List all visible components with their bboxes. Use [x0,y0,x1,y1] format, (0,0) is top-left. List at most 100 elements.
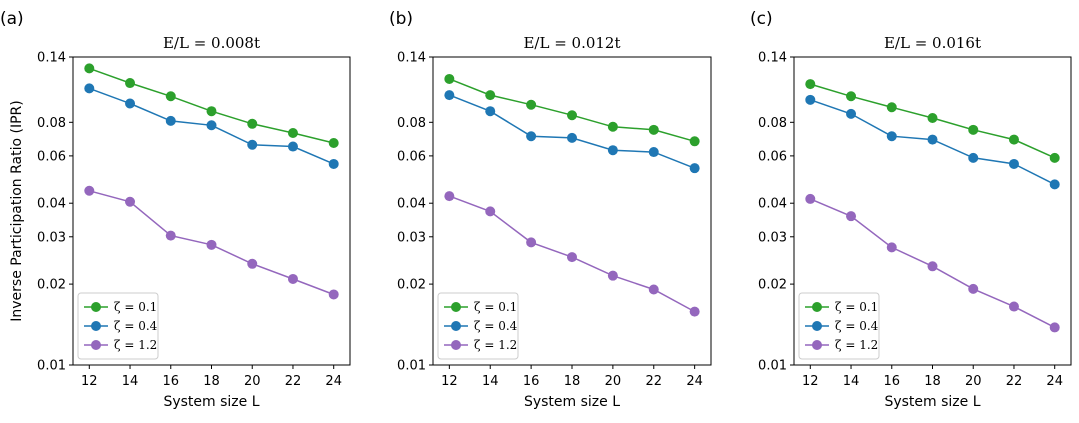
x-tick-label: 24 [325,374,342,389]
legend: ζ = 0.1 ζ = 0.4 ζ = 1.2 [798,292,880,360]
legend-marker [451,302,461,312]
x-axis-label: System size L [524,394,620,410]
legend-marker [812,321,822,331]
data-point [927,134,938,145]
x-tick-label: 16 [523,374,540,389]
y-tick-label: 0.04 [37,197,66,212]
data-point [805,79,816,90]
x-tick-label: 18 [203,374,220,389]
x-tick-label: 22 [285,374,302,389]
x-tick-label: 20 [965,374,982,389]
data-point [648,147,659,158]
data-point [567,252,577,263]
legend-marker [451,340,461,350]
data-point [485,90,496,101]
data-point [805,94,816,105]
x-tick-label: 22 [1006,374,1023,389]
data-point [968,283,979,294]
data-point [1049,152,1060,163]
data-point [886,131,897,142]
data-point [1008,134,1019,145]
data-point [1049,179,1060,190]
y-tick-label: 0.06 [758,149,787,164]
data-point [689,163,700,174]
x-tick-label: 14 [482,374,499,389]
y-tick-label: 0.04 [758,197,787,212]
data-point [689,306,700,317]
panel-letter: (a) [0,9,24,29]
panel-title: E/L = 0.012t [523,34,620,52]
data-point [125,78,136,89]
x-tick-label: 12 [81,374,98,389]
x-tick-label: 14 [122,374,139,389]
x-tick-label: 18 [924,374,941,389]
legend-label: ζ = 0.1 [474,300,517,314]
data-point [607,145,618,156]
data-point [968,152,979,163]
data-point [247,118,258,129]
x-axis-label: System size L [884,394,980,410]
data-point [165,91,176,102]
legend-label: ζ = 1.2 [114,338,157,352]
data-point [84,63,95,74]
data-point [846,91,857,102]
data-point [567,110,577,121]
y-tick-label: 0.04 [397,197,426,212]
legend-label: ζ = 0.4 [835,319,879,333]
data-point [846,108,857,119]
legend-marker [91,340,101,350]
y-tick-label: 0.08 [397,116,426,131]
panel-title: E/L = 0.008t [163,34,260,52]
chart-panel-a: (a) E/L = 0.008t 0.01 0.02 0.03 0.04 0.06 0.08 0… [0,9,351,410]
y-tick-label: 0.08 [758,116,787,131]
data-point [206,239,217,250]
data-point [1008,158,1019,169]
x-tick-label: 12 [441,374,458,389]
data-point [125,196,136,207]
x-tick-label: 20 [244,374,261,389]
y-tick-label: 0.02 [37,278,66,293]
legend-marker [91,302,101,312]
x-tick-label: 14 [843,374,860,389]
data-point [1049,322,1060,333]
legend: ζ = 0.1 ζ = 0.4 ζ = 1.2 [437,292,519,360]
data-point [206,106,217,117]
data-point [287,141,298,152]
data-point [648,284,659,295]
panel-letter: (c) [750,9,773,29]
y-tick-label: 0.02 [397,278,426,293]
data-point [607,121,618,132]
data-point [165,115,176,126]
legend-marker [812,340,822,350]
y-tick-label: 0.06 [37,149,66,164]
y-tick-label: 0.08 [37,116,66,131]
data-point [648,124,659,135]
x-tick-label: 24 [686,374,703,389]
y-axis-label: Inverse Participation Ratio (IPR) [9,100,25,321]
x-tick-label: 22 [645,374,662,389]
data-point [567,132,577,143]
legend-label: ζ = 1.2 [474,338,517,352]
legend-label: ζ = 1.2 [835,338,878,352]
data-point [886,102,897,113]
data-point [607,270,618,281]
x-tick-label: 12 [802,374,819,389]
y-tick-label: 0.14 [758,51,787,66]
data-point [485,106,496,117]
panel-letter: (b) [389,9,413,29]
data-point [328,138,339,149]
data-point [84,185,95,196]
legend-label: ζ = 0.4 [114,319,158,333]
x-tick-label: 16 [162,374,179,389]
chart-panel-c: (c) E/L = 0.016t 0.01 0.02 0.03 0.04 0.06 0.08 0… [750,9,1072,410]
x-tick-label: 18 [564,374,581,389]
y-tick-label: 0.01 [758,359,787,374]
data-point [247,139,258,150]
y-tick-label: 0.14 [397,51,426,66]
data-point [444,73,455,84]
data-point [485,206,496,217]
data-point [444,90,455,101]
chart-panel-b: (b) E/L = 0.012t 0.01 0.02 0.03 0.04 0.06 0.08 0… [389,9,712,410]
data-point [886,242,897,253]
